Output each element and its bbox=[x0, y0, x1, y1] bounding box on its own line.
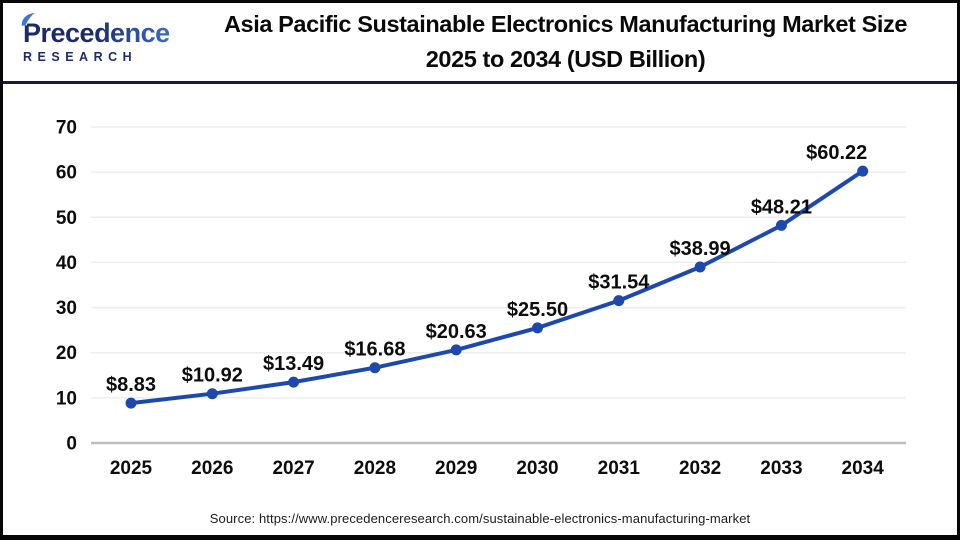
data-point-2032 bbox=[694, 261, 706, 273]
x-tick-label-2025: 2025 bbox=[110, 458, 153, 479]
y-tick-label: 0 bbox=[66, 434, 77, 455]
x-tick-label-2031: 2031 bbox=[598, 458, 641, 479]
leaf-icon bbox=[21, 12, 36, 27]
y-tick-label: 70 bbox=[56, 118, 77, 139]
logo-subtitle: RESEARCH bbox=[23, 51, 188, 64]
precedence-research-logo: Precedence RESEARCH bbox=[3, 12, 188, 64]
data-label-2032: $38.99 bbox=[670, 238, 731, 260]
market-size-line-chart: 0 10 20 30 40 50 60 70 $8.83 2025 $10.92 2026 $13.49… bbox=[3, 84, 957, 535]
data-label-2028: $16.68 bbox=[344, 339, 405, 361]
data-label-2030: $25.50 bbox=[507, 299, 568, 321]
data-label-2033: $48.21 bbox=[751, 196, 812, 218]
data-label-2029: $20.63 bbox=[426, 321, 487, 343]
data-label-2027: $13.49 bbox=[263, 353, 324, 375]
source-citation: Source: https://www.precedenceresearch.c… bbox=[209, 511, 751, 526]
x-tick-label-2029: 2029 bbox=[435, 458, 477, 479]
header: Precedence RESEARCH Asia Pacific Sustain… bbox=[3, 3, 957, 84]
y-tick-label: 20 bbox=[56, 343, 77, 364]
data-point-2030 bbox=[532, 322, 543, 334]
logo-wordmark: Precedence bbox=[21, 12, 188, 49]
data-label-2034: $60.22 bbox=[806, 142, 867, 164]
chart-title-line2: 2025 to 2034 (USD Billion) bbox=[425, 46, 706, 72]
x-tick-label-2030: 2030 bbox=[516, 458, 558, 479]
y-tick-label: 10 bbox=[56, 388, 77, 409]
logo-name-text: Precedence bbox=[23, 18, 170, 49]
x-tick-label-2027: 2027 bbox=[272, 458, 314, 479]
x-tick-label-2032: 2032 bbox=[679, 458, 721, 479]
data-point-2033 bbox=[775, 219, 787, 231]
data-point-2026 bbox=[206, 388, 218, 400]
chart-title: Asia Pacific Sustainable Electronics Man… bbox=[188, 7, 957, 78]
y-tick-label: 40 bbox=[56, 253, 77, 274]
chart-title-line1: Asia Pacific Sustainable Electronics Man… bbox=[223, 10, 908, 37]
data-point-2028 bbox=[369, 362, 381, 374]
y-tick-label: 50 bbox=[56, 208, 77, 229]
data-label-2025: $8.83 bbox=[106, 374, 156, 396]
trend-line bbox=[129, 169, 865, 406]
data-point-2034 bbox=[857, 165, 869, 177]
x-tick-label-2028: 2028 bbox=[354, 458, 396, 479]
x-tick-label-2026: 2026 bbox=[191, 458, 233, 479]
plot-area: 010203040506070$8.832025$10.922026$13.49… bbox=[56, 118, 906, 479]
data-label-2026: $10.92 bbox=[182, 365, 243, 387]
data-point-2027 bbox=[288, 376, 300, 388]
data-point-2031 bbox=[613, 295, 625, 307]
x-tick-label-2033: 2033 bbox=[760, 458, 802, 479]
y-tick-label: 30 bbox=[56, 298, 77, 319]
data-point-2025 bbox=[125, 397, 137, 409]
y-tick-label: 60 bbox=[56, 163, 77, 184]
data-point-2029 bbox=[450, 344, 462, 356]
x-tick-label-2034: 2034 bbox=[842, 458, 885, 479]
data-label-2031: $31.54 bbox=[588, 272, 650, 294]
